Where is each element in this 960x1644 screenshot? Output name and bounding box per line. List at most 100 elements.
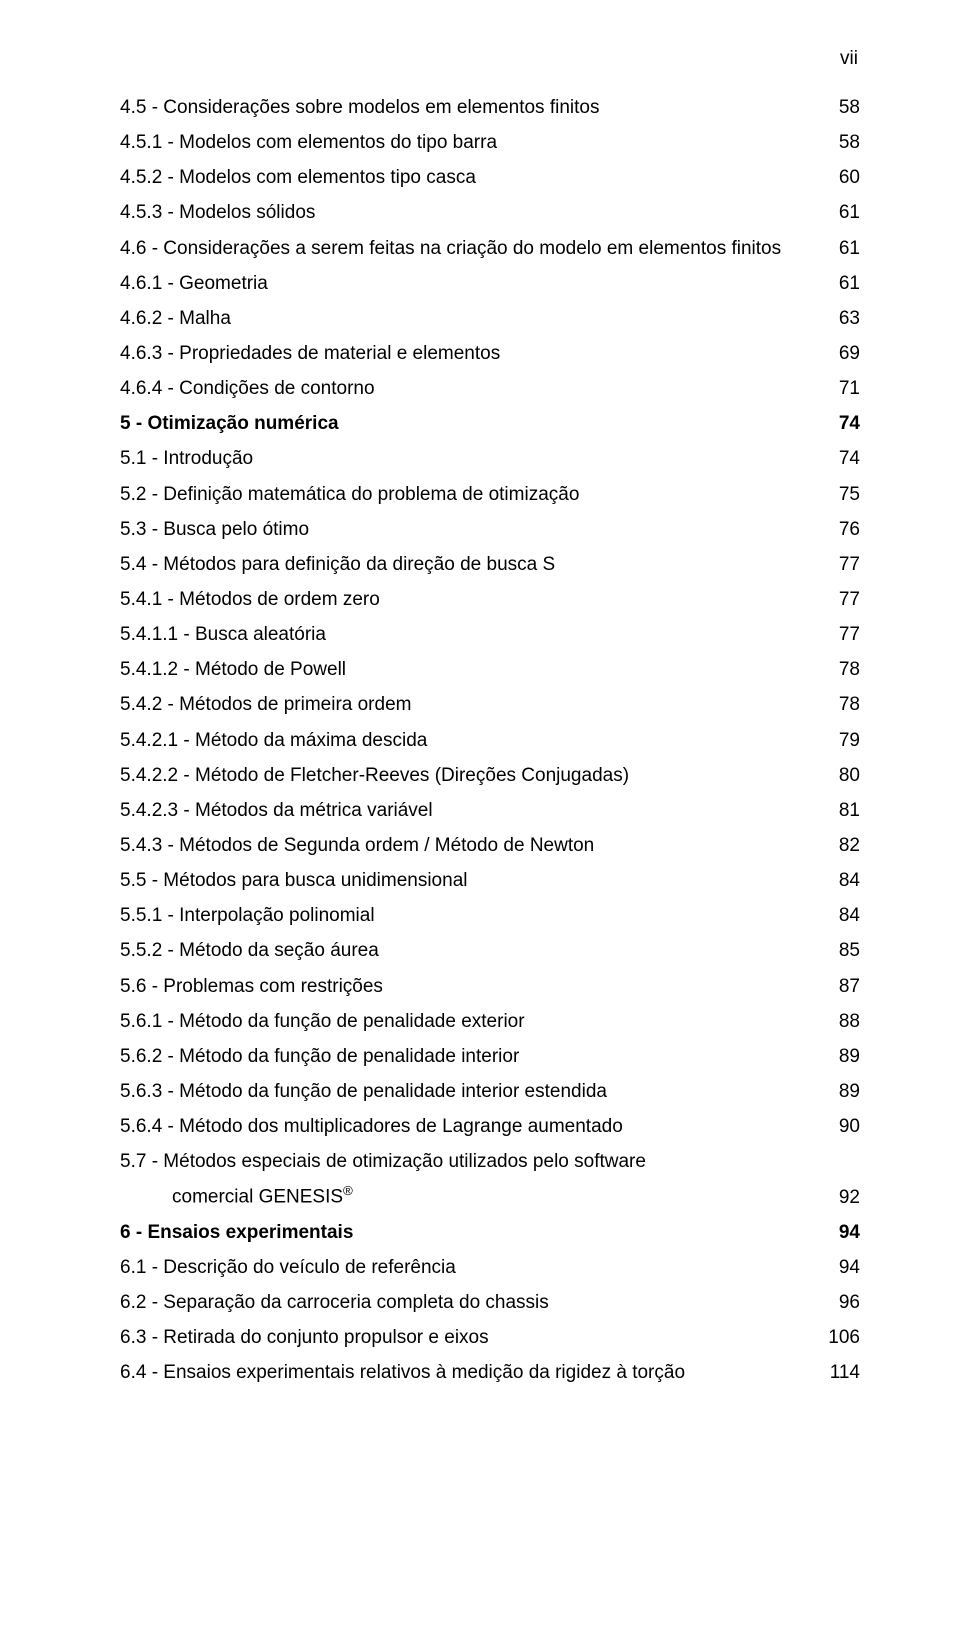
toc-entry-title: 4.6.2 - Malha (120, 301, 820, 336)
toc-entry-title: 5.4.1.2 - Método de Powell (120, 652, 820, 687)
toc-entry-page: 87 (820, 969, 860, 1004)
toc-entry-page: 94 (820, 1215, 860, 1250)
toc-entry-title: 6 - Ensaios experimentais (120, 1215, 820, 1250)
toc-entry-page: 78 (820, 652, 860, 687)
toc-entry-title: 5.4.3 - Métodos de Segunda ordem / Métod… (120, 828, 820, 863)
toc-entry-title: 5.4 - Métodos para definição da direção … (120, 547, 820, 582)
toc-row: 5.6 - Problemas com restrições87 (120, 969, 860, 1004)
toc-entry-title: 4.6 - Considerações a serem feitas na cr… (120, 231, 820, 266)
toc-entry-page: 75 (820, 477, 860, 512)
toc-entry-page: 106 (820, 1320, 860, 1355)
toc-row: 4.6.4 - Condições de contorno71 (120, 371, 860, 406)
toc-row: 4.6 - Considerações a serem feitas na cr… (120, 231, 860, 266)
page-number: vii (840, 48, 858, 70)
toc-entry-page: 61 (820, 266, 860, 301)
toc-entry-title: 4.5.2 - Modelos com elementos tipo casca (120, 160, 820, 195)
toc-row: 5.5.1 - Interpolação polinomial84 (120, 898, 860, 933)
toc-row: 5.3 - Busca pelo ótimo76 (120, 512, 860, 547)
toc-entry-page: 90 (820, 1109, 860, 1144)
toc-row: 5.2 - Definição matemática do problema d… (120, 477, 860, 512)
toc-entry-title: 6.3 - Retirada do conjunto propulsor e e… (120, 1320, 820, 1355)
toc-row: 4.6.2 - Malha63 (120, 301, 860, 336)
toc-row: 6.2 - Separação da carroceria completa d… (120, 1285, 860, 1320)
toc-entry-page: 74 (820, 406, 860, 441)
toc-entry-title: 4.6.4 - Condições de contorno (120, 371, 820, 406)
toc-entry-title-text: comercial GENESIS (172, 1187, 343, 1208)
toc-entry-title: 5.6.4 - Método dos multiplicadores de La… (120, 1109, 820, 1144)
toc-row: 5.5.2 - Método da seção áurea85 (120, 933, 860, 968)
toc-entry-title: 6.4 - Ensaios experimentais relativos à … (120, 1355, 820, 1390)
toc-row: 4.5.2 - Modelos com elementos tipo casca… (120, 160, 860, 195)
toc-row: 6 - Ensaios experimentais94 (120, 1215, 860, 1250)
toc-entry-title: 4.6.3 - Propriedades de material e eleme… (120, 336, 820, 371)
toc-row: 5.6.1 - Método da função de penalidade e… (120, 1004, 860, 1039)
toc-entry-title: 5.2 - Definição matemática do problema d… (120, 477, 820, 512)
toc-entry-page: 94 (820, 1250, 860, 1285)
toc-row: 5.1 - Introdução74 (120, 441, 860, 476)
toc-row: 6.3 - Retirada do conjunto propulsor e e… (120, 1320, 860, 1355)
toc-entry-title: 5.4.2.1 - Método da máxima descida (120, 723, 820, 758)
toc-entry-title: 4.5.3 - Modelos sólidos (120, 195, 820, 230)
toc-row: 5.4.1.2 - Método de Powell78 (120, 652, 860, 687)
toc-entry-title: 5.4.2 - Métodos de primeira ordem (120, 687, 820, 722)
toc-row: 5.4.1.1 - Busca aleatória77 (120, 617, 860, 652)
toc-row: 5.6.4 - Método dos multiplicadores de La… (120, 1109, 860, 1144)
toc-entry-page: 58 (820, 125, 860, 160)
toc-row: 5.4 - Métodos para definição da direção … (120, 547, 860, 582)
table-of-contents: 4.5 - Considerações sobre modelos em ele… (120, 90, 860, 1391)
toc-entry-title: 5.4.2.2 - Método de Fletcher-Reeves (Dir… (120, 758, 820, 793)
toc-row: 5 - Otimização numérica74 (120, 406, 860, 441)
toc-entry-title: 6.2 - Separação da carroceria completa d… (120, 1285, 820, 1320)
toc-entry-title: 6.1 - Descrição do veículo de referência (120, 1250, 820, 1285)
toc-entry-title: 5.4.2.3 - Métodos da métrica variável (120, 793, 820, 828)
toc-entry-title: 5.6.2 - Método da função de penalidade i… (120, 1039, 820, 1074)
toc-entry-page: 61 (820, 231, 860, 266)
toc-row: 4.5 - Considerações sobre modelos em ele… (120, 90, 860, 125)
toc-row: 5.4.2.2 - Método de Fletcher-Reeves (Dir… (120, 758, 860, 793)
toc-entry-page: 77 (820, 582, 860, 617)
toc-entry-title: 4.6.1 - Geometria (120, 266, 820, 301)
toc-entry-page: 96 (820, 1285, 860, 1320)
toc-entry-title: comercial GENESIS® (120, 1179, 820, 1214)
toc-entry-page: 77 (820, 617, 860, 652)
toc-row: 5.7 - Métodos especiais de otimização ut… (120, 1144, 860, 1179)
toc-entry-title: 5.5.1 - Interpolação polinomial (120, 898, 820, 933)
toc-entry-title: 5.6 - Problemas com restrições (120, 969, 820, 1004)
toc-entry-title: 4.5 - Considerações sobre modelos em ele… (120, 90, 820, 125)
toc-row: 5.6.2 - Método da função de penalidade i… (120, 1039, 860, 1074)
toc-entry-page: 74 (820, 441, 860, 476)
toc-entry-page: 58 (820, 90, 860, 125)
toc-entry-page: 76 (820, 512, 860, 547)
toc-entry-page: 88 (820, 1004, 860, 1039)
toc-entry-page: 78 (820, 687, 860, 722)
toc-entry-page: 79 (820, 723, 860, 758)
toc-entry-page: 71 (820, 371, 860, 406)
toc-entry-page: 63 (820, 301, 860, 336)
toc-entry-page: 89 (820, 1074, 860, 1109)
toc-row: 5.4.2.1 - Método da máxima descida79 (120, 723, 860, 758)
toc-entry-page: 81 (820, 793, 860, 828)
toc-entry-page: 82 (820, 828, 860, 863)
toc-entry-title: 5.1 - Introdução (120, 441, 820, 476)
registered-icon: ® (343, 1183, 353, 1198)
toc-entry-title: 5.4.1 - Métodos de ordem zero (120, 582, 820, 617)
toc-row: 5.4.3 - Métodos de Segunda ordem / Métod… (120, 828, 860, 863)
toc-entry-title: 5.6.1 - Método da função de penalidade e… (120, 1004, 820, 1039)
toc-row: 6.1 - Descrição do veículo de referência… (120, 1250, 860, 1285)
toc-entry-page: 114 (820, 1355, 860, 1390)
toc-entry-page: 85 (820, 933, 860, 968)
toc-row: 4.5.3 - Modelos sólidos61 (120, 195, 860, 230)
toc-row: 5.4.2 - Métodos de primeira ordem78 (120, 687, 860, 722)
toc-entry-title: 5.5 - Métodos para busca unidimensional (120, 863, 820, 898)
toc-entry-title: 5.7 - Métodos especiais de otimização ut… (120, 1144, 820, 1179)
toc-entry-page: 92 (820, 1180, 860, 1215)
toc-entry-title: 5.6.3 - Método da função de penalidade i… (120, 1074, 820, 1109)
toc-entry-page: 80 (820, 758, 860, 793)
toc-row: comercial GENESIS®92 (120, 1179, 860, 1214)
toc-row: 5.4.2.3 - Métodos da métrica variável81 (120, 793, 860, 828)
toc-entry-page: 60 (820, 160, 860, 195)
toc-row: 6.4 - Ensaios experimentais relativos à … (120, 1355, 860, 1390)
toc-row: 5.5 - Métodos para busca unidimensional8… (120, 863, 860, 898)
toc-entry-page: 89 (820, 1039, 860, 1074)
toc-entry-page: 84 (820, 898, 860, 933)
